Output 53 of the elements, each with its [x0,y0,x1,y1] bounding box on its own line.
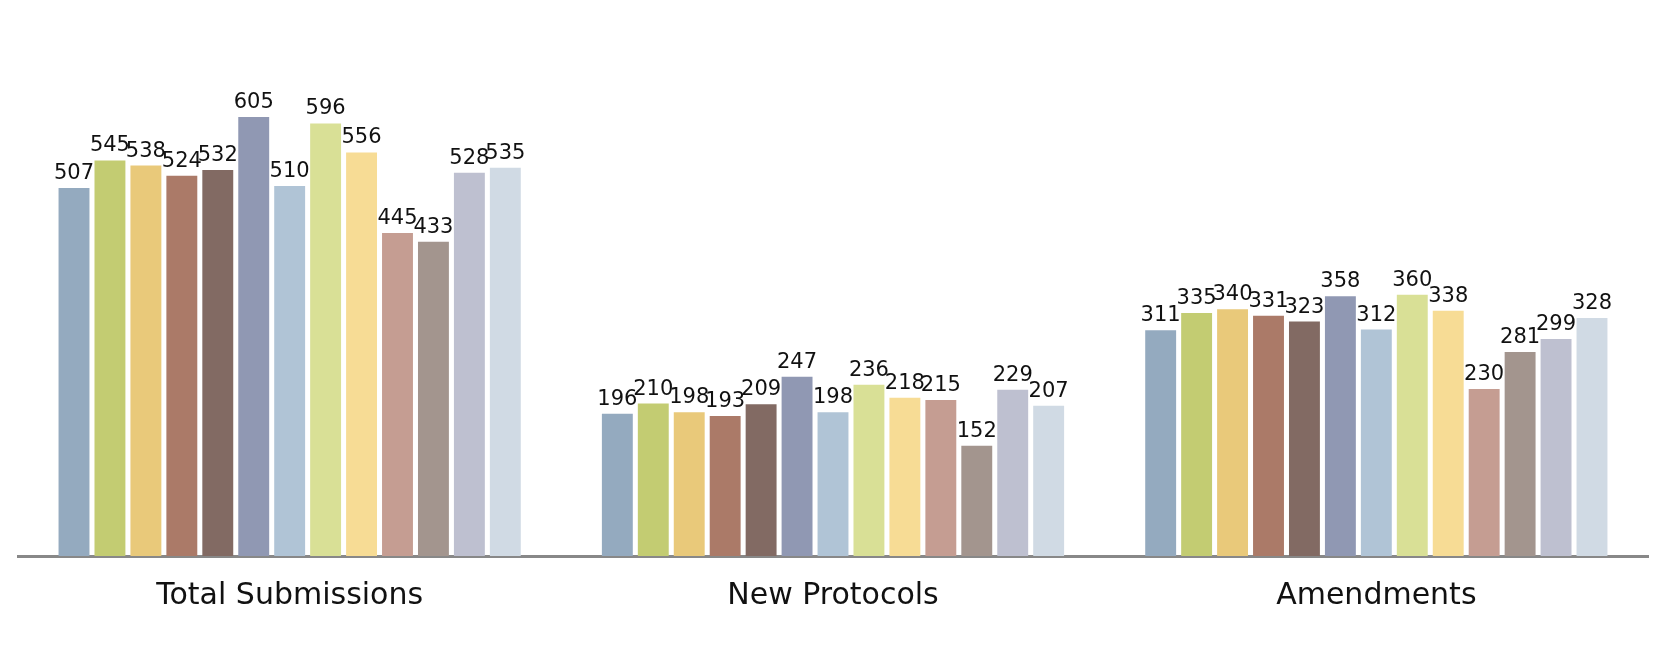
data-label: 230 [1464,361,1505,386]
bar [1324,296,1356,556]
data-label: 312 [1356,301,1397,326]
bar [1033,405,1065,556]
bar [1217,309,1249,556]
bar [58,188,90,556]
bar [238,116,270,556]
bar [1504,352,1536,556]
bar [709,415,741,556]
data-label: 510 [269,157,310,182]
bar [1288,321,1320,556]
bar [925,399,957,556]
x-tick-label: New Protocols [727,575,939,611]
bar [961,445,993,556]
data-label: 605 [233,88,274,113]
bar [346,152,378,556]
bar [1576,317,1608,556]
bar [166,175,198,556]
bar [1432,310,1464,556]
data-label: 247 [777,348,818,373]
data-label: 198 [812,384,854,409]
bar [489,167,521,556]
bar [1360,329,1392,556]
bar [417,241,449,556]
bar [637,403,669,556]
bar [1468,389,1500,556]
bar [202,169,234,556]
bar [601,413,633,556]
x-tick-label: Amendments [1276,575,1477,611]
data-label: 556 [341,124,382,149]
bar [781,376,813,556]
bar [1145,330,1177,556]
bar [997,389,1029,556]
bar [1396,294,1428,556]
bar [673,412,705,556]
bar [274,185,306,556]
bar [94,160,126,556]
bar [1181,312,1213,556]
data-label: 358 [1320,268,1361,293]
x-tick-label: Total Submissions [155,575,424,611]
data-label: 596 [305,95,346,120]
bar [889,397,921,556]
bar [310,123,342,556]
bar [853,384,885,556]
bar [453,172,485,556]
bar [817,412,849,556]
bar [1253,315,1284,556]
bar [745,404,777,556]
bar [130,165,162,556]
bar [382,233,413,556]
data-label: 507 [53,160,95,185]
bar [1540,339,1572,556]
data-label: 152 [956,417,997,442]
